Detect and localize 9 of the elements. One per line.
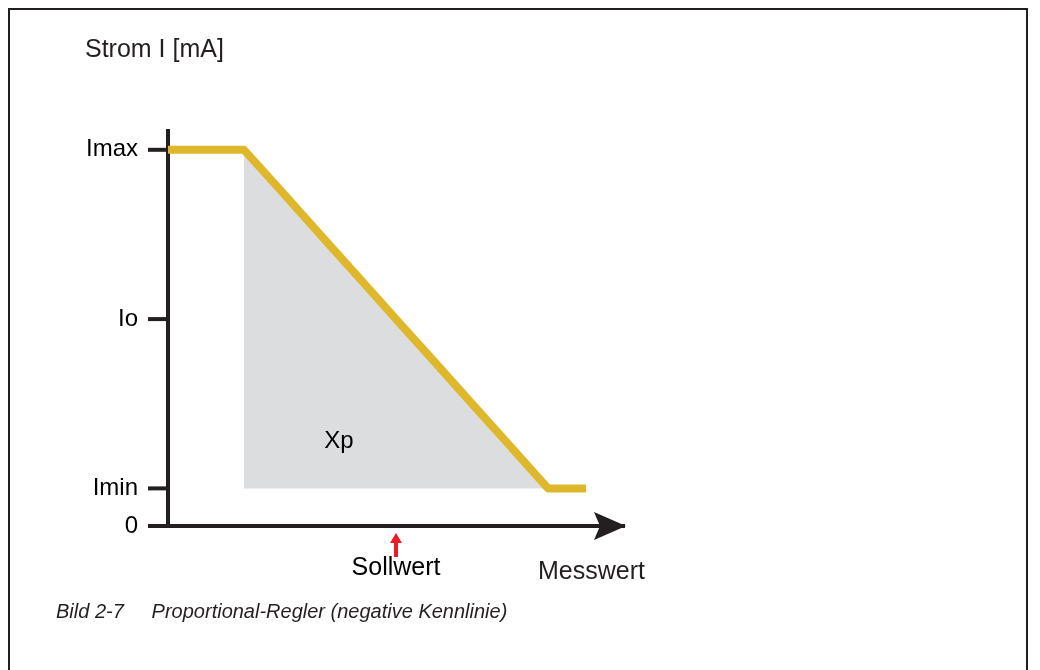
x-axis-title: Messwert [538, 556, 645, 585]
text: Imin [92, 473, 138, 501]
annotation: Xp [324, 425, 354, 453]
text: Imax [85, 134, 138, 162]
text: Io [117, 303, 138, 331]
text: Bild 2-7 Proportional-Regler (negative Kennlinie) [56, 600, 508, 623]
text: Sollwert [351, 551, 441, 580]
text: 0 [124, 510, 138, 538]
y-axis-title: Strom I [mA] [85, 34, 224, 63]
